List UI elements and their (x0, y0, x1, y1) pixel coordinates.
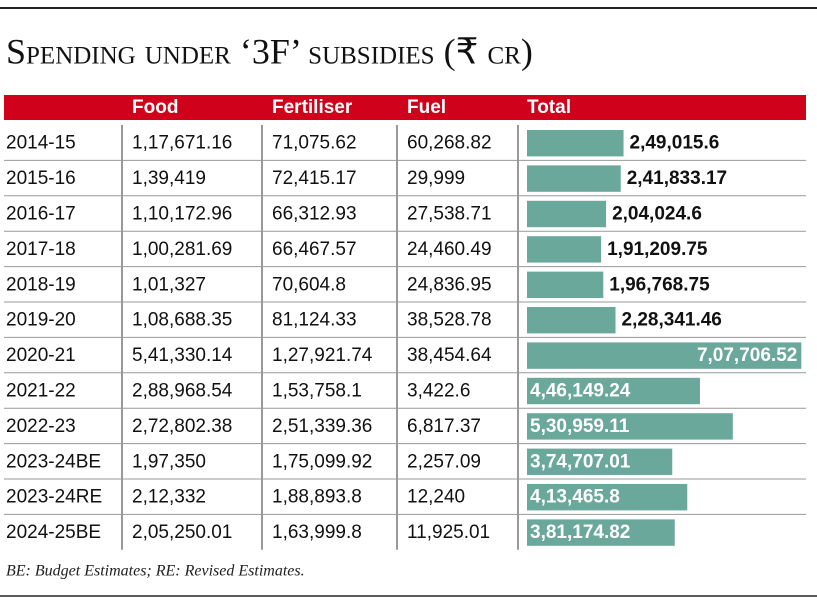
total-label: 2,49,015.6 (630, 133, 720, 154)
cell: 27,538.71 (407, 204, 492, 225)
total-bar (527, 413, 733, 440)
cell: 66,467.57 (272, 239, 357, 260)
total-label: 2,28,341.46 (622, 310, 722, 331)
cell: 1,27,921.74 (272, 345, 373, 366)
cell: 70,604.8 (272, 274, 346, 295)
cell: 66,312.93 (272, 204, 357, 225)
total-label: 7,07,706.52 (697, 345, 797, 366)
cell: 2017-18 (6, 239, 76, 260)
cell: 2,72,802.38 (132, 416, 232, 437)
cell: 1,39,419 (132, 168, 206, 189)
cell: 2016-17 (6, 204, 76, 225)
cell: 2020-21 (6, 345, 76, 366)
total-label: 3,81,174.82 (530, 522, 630, 543)
cell: 1,75,099.92 (272, 451, 372, 472)
cell: 24,460.49 (407, 239, 492, 260)
total-label: 4,13,465.8 (530, 487, 620, 508)
cell: 60,268.82 (407, 133, 492, 154)
total-label: 1,91,209.75 (607, 239, 708, 260)
footnote: BE: Budget Estimates; RE: Revised Estima… (6, 563, 305, 580)
column-header: Fertiliser (272, 97, 353, 118)
cell: 1,00,281.69 (132, 239, 232, 260)
cell: 5,41,330.14 (132, 345, 233, 366)
cell: 6,817.37 (407, 416, 481, 437)
cell: 1,88,893.8 (272, 487, 362, 508)
total-bar (527, 236, 602, 263)
total-label: 2,04,024.6 (612, 204, 702, 225)
total-bar (527, 271, 604, 298)
cell: 1,08,688.35 (132, 310, 232, 331)
cell: 12,240 (407, 487, 465, 508)
column-header: Food (132, 97, 178, 118)
total-label: 3,74,707.01 (530, 451, 631, 472)
cell: 2,257.09 (407, 451, 481, 472)
column-header: Total (527, 97, 571, 118)
cell: 1,63,999.8 (272, 522, 362, 543)
total-bar (527, 130, 624, 157)
total-bar (527, 519, 675, 546)
cell: 1,53,758.1 (272, 381, 362, 402)
cell: 2023-24RE (6, 487, 102, 508)
header-bar (4, 95, 806, 120)
cell: 24,836.95 (407, 274, 492, 295)
cell: 3,422.6 (407, 381, 470, 402)
cell: 71,075.62 (272, 133, 357, 154)
cell: 2,05,250.01 (132, 522, 232, 543)
cell: 2018-19 (6, 274, 76, 295)
cell: 72,415.17 (272, 168, 357, 189)
cell: 38,528.78 (407, 310, 492, 331)
total-bar (527, 307, 616, 334)
total-bar (527, 448, 673, 475)
total-label: 5,30,959.11 (530, 416, 630, 437)
cell: 29,999 (407, 168, 465, 189)
cell: 2015-16 (6, 168, 76, 189)
cell: 2,12,332 (132, 487, 206, 508)
cell: 11,925.01 (407, 522, 490, 543)
cell: 1,10,172.96 (132, 204, 232, 225)
cell: 2023-24BE (6, 451, 101, 472)
total-label: 2,41,833.17 (627, 168, 727, 189)
cell: 38,454.64 (407, 345, 492, 366)
cell: 2021-22 (6, 381, 76, 402)
total-label: 4,46,149.24 (530, 381, 631, 402)
cell: 81,124.33 (272, 310, 357, 331)
title: Spending under ‘3F’ subsidies (₹ cr) (6, 31, 533, 71)
total-bar (527, 377, 700, 405)
cell: 2022-23 (6, 416, 76, 437)
total-bar (527, 200, 607, 228)
total-label: 1,96,768.75 (609, 274, 710, 295)
cell: 2,51,339.36 (272, 416, 372, 437)
cell: 2024-25BE (6, 522, 101, 543)
total-bar (527, 342, 802, 369)
total-bar (527, 484, 688, 511)
cell: 2014-15 (6, 133, 76, 154)
cell: 2,88,968.54 (132, 381, 233, 402)
cell: 1,97,350 (132, 451, 206, 472)
cell: 2019-20 (6, 310, 76, 331)
column-header: Fuel (407, 97, 446, 118)
cell: 1,17,671.16 (132, 133, 232, 154)
total-bar (527, 165, 621, 192)
cell: 1,01,327 (132, 274, 206, 295)
